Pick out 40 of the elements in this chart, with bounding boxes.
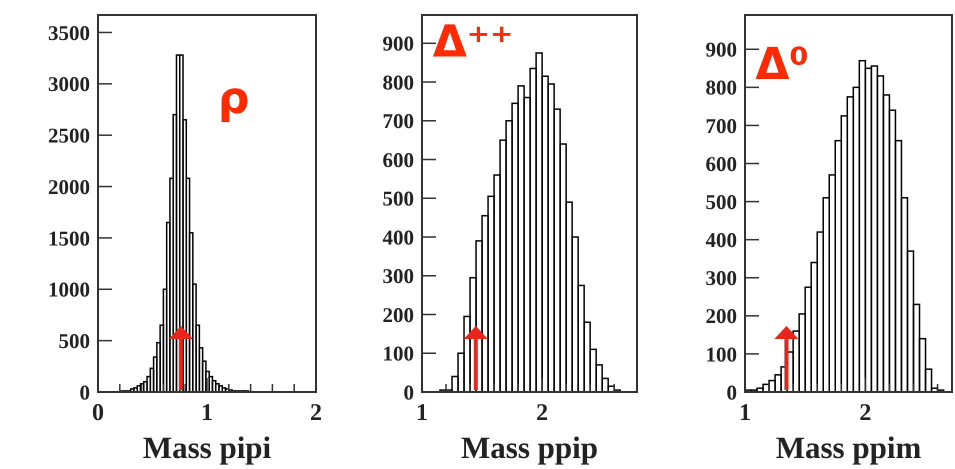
y-tick-label: 2500 <box>48 124 90 148</box>
x-axis-title: Mass ppip <box>461 430 598 465</box>
y-tick-label: 900 <box>706 38 737 62</box>
y-tick-label: 100 <box>706 342 737 366</box>
y-tick-label: 500 <box>382 186 414 211</box>
y-tick-label: 200 <box>382 302 414 327</box>
y-tick-label: 1500 <box>48 226 90 250</box>
y-tick-label: 0 <box>726 380 737 404</box>
x-axis-title: Mass ppim <box>776 430 922 465</box>
y-tick-label: 500 <box>706 190 737 214</box>
x-tick-label: 2 <box>859 400 872 426</box>
y-tick-label: 800 <box>706 76 737 100</box>
y-tick-label: 800 <box>382 70 414 94</box>
annotation: Δ⁰ <box>755 39 809 90</box>
y-tick-label: 0 <box>80 380 90 404</box>
y-tick-label: 3500 <box>48 20 90 45</box>
x-tick-label: 1 <box>739 400 751 426</box>
y-tick-label: 0 <box>404 380 414 404</box>
y-tick-label: 400 <box>382 225 414 250</box>
x-tick-label: 2 <box>310 400 322 426</box>
annotation: Δ⁺⁺ <box>432 16 514 68</box>
y-tick-label: 700 <box>382 109 414 134</box>
y-tick-label: 200 <box>706 304 737 328</box>
y-tick-label: 600 <box>382 148 414 172</box>
y-tick-label: 600 <box>706 152 737 176</box>
x-tick-label: 1 <box>201 400 213 426</box>
y-tick-label: 400 <box>706 228 737 252</box>
y-tick-label: 2000 <box>48 174 90 199</box>
x-tick-label: 2 <box>536 400 548 426</box>
annotation: ρ <box>218 73 250 124</box>
y-tick-label: 3000 <box>48 72 90 96</box>
y-tick-label: 500 <box>58 328 90 353</box>
y-tick-label: 1000 <box>48 278 90 302</box>
x-axis-title: Mass pipi <box>142 430 272 465</box>
y-tick-label: 700 <box>706 114 737 138</box>
y-tick-label: 100 <box>382 342 414 366</box>
y-tick-label: 900 <box>382 32 414 56</box>
y-tick-label: 300 <box>382 264 414 288</box>
x-tick-label: 1 <box>416 400 428 426</box>
y-tick-label: 300 <box>706 266 737 290</box>
